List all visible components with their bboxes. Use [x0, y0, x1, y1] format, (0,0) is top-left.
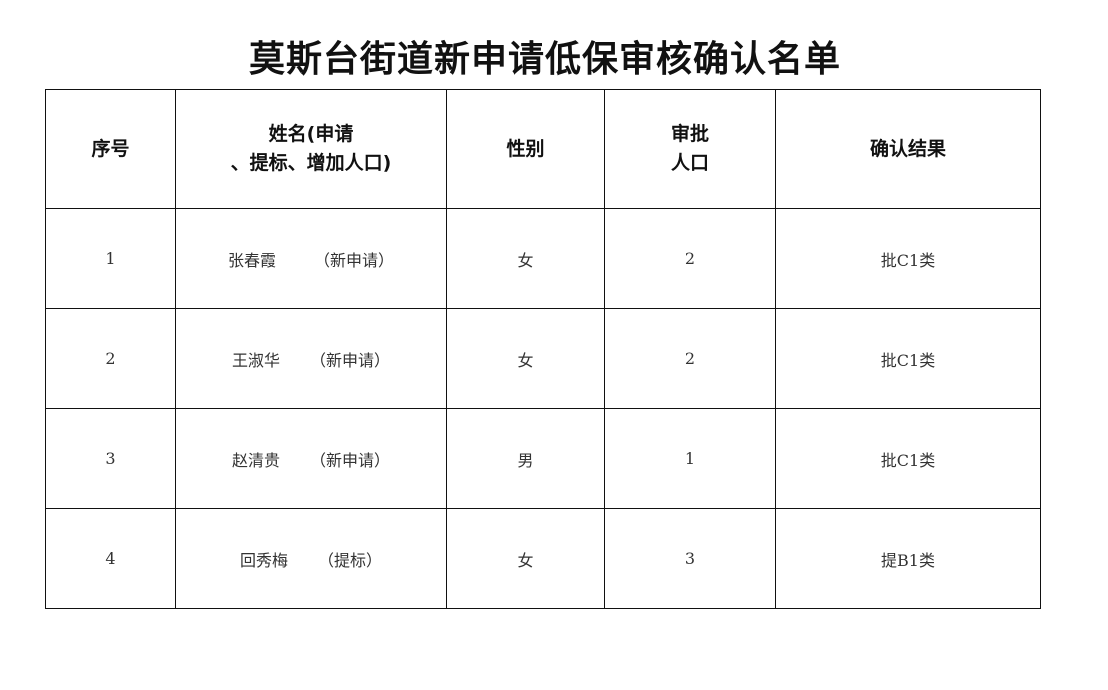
- cell-gender: 女: [446, 208, 605, 309]
- cell-name: 张春霞 （新申请）: [175, 208, 447, 309]
- application-type: （提标）: [318, 550, 383, 570]
- cell-gender: 女: [446, 308, 605, 409]
- cell-index: 2: [45, 308, 176, 409]
- cell-approved: 2: [604, 208, 776, 309]
- table-header-row: 序号 姓名(申请、提标、增加人口) 性别 审批人口 确认结果: [45, 89, 1041, 209]
- header-approved-line2: 人口: [670, 152, 709, 174]
- header-name: 姓名(申请、提标、增加人口): [175, 89, 447, 209]
- header-result: 确认结果: [775, 89, 1041, 209]
- cell-approved: 1: [604, 408, 776, 509]
- cell-gender: 女: [446, 508, 605, 609]
- cell-result: 批C1类: [775, 308, 1041, 409]
- person-name: 王淑华: [231, 350, 280, 370]
- page-title: 莫斯台街道新申请低保审核确认名单: [248, 39, 841, 80]
- cell-result: 批C1类: [775, 208, 1041, 309]
- table-row: 3 赵清贵 （新申请） 男 1 批C1类: [45, 408, 1041, 509]
- cell-name: 王淑华 （新申请）: [175, 308, 447, 409]
- cell-result: 提B1类: [775, 508, 1041, 609]
- cell-index: 3: [45, 408, 176, 509]
- table-row: 2 王淑华 （新申请） 女 2 批C1类: [45, 308, 1041, 409]
- header-name-line2: 、提标、增加人口): [230, 152, 392, 174]
- cell-index: 1: [45, 208, 176, 309]
- person-name: 张春霞: [227, 250, 276, 270]
- application-type: （新申请）: [310, 350, 391, 370]
- cell-result: 批C1类: [775, 408, 1041, 509]
- application-type: （新申请）: [310, 450, 391, 470]
- person-name: 回秀梅: [239, 550, 288, 570]
- cell-name: 赵清贵 （新申请）: [175, 408, 447, 509]
- application-type: （新申请）: [314, 250, 395, 270]
- cell-name: 回秀梅 （提标）: [175, 508, 447, 609]
- table-row: 1 张春霞 （新申请） 女 2 批C1类: [45, 208, 1041, 309]
- cell-approved: 2: [604, 308, 776, 409]
- approval-table: 序号 姓名(申请、提标、增加人口) 性别 审批人口 确认结果 1 张春霞 （新申请…: [45, 89, 1041, 609]
- table-row: 4 回秀梅 （提标） 女 3 提B1类: [45, 508, 1041, 609]
- header-approved: 审批 人口: [604, 89, 776, 209]
- cell-approved: 3: [604, 508, 776, 609]
- header-name-line1: 姓名(申请: [268, 123, 354, 145]
- person-name: 赵清贵: [231, 450, 280, 470]
- header-index: 序号: [45, 89, 176, 209]
- cell-index: 4: [45, 508, 176, 609]
- header-approved-line1: 审批: [670, 123, 709, 145]
- cell-gender: 男: [446, 408, 605, 509]
- header-gender: 性别: [446, 89, 605, 209]
